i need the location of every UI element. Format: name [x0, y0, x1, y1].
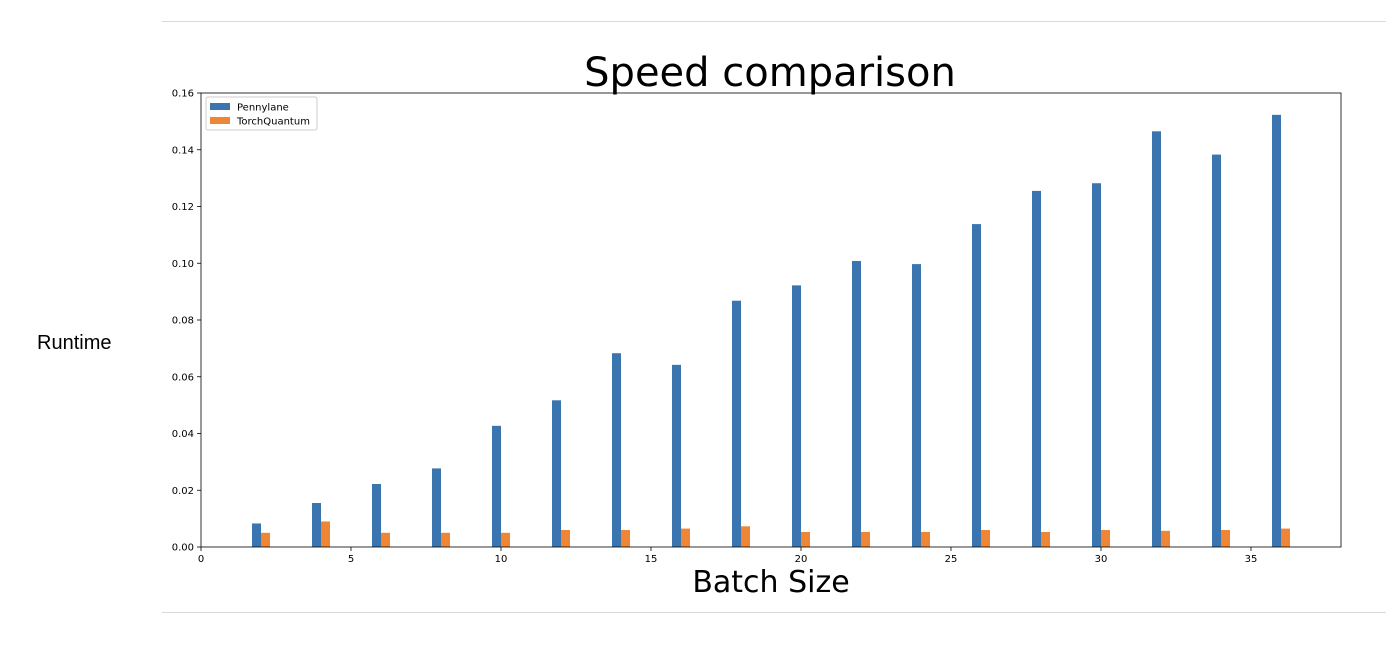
x-tick-label-5: 5 [348, 554, 354, 565]
torchquantum-bar-8 [441, 532, 450, 547]
pennylane-bar-24 [912, 264, 921, 547]
y-tick-label-4: 0.08 [172, 316, 194, 327]
pennylane-bar-32 [1152, 131, 1161, 547]
legend: Pennylane TorchQuantum [205, 96, 318, 131]
pennylane-bar-8 [432, 468, 441, 547]
x-axis-label: Batch Size [692, 565, 849, 600]
torchquantum-bar-32 [1161, 530, 1170, 547]
torchquantum-bar-14 [621, 529, 630, 547]
pennylane-bar-12 [552, 400, 561, 547]
pennylane-bar-4 [312, 503, 321, 547]
x-tick-label-25: 25 [945, 554, 958, 565]
torchquantum-bar-10 [501, 532, 510, 547]
pennylane-bar-22 [852, 260, 861, 547]
top-divider [162, 21, 1386, 22]
y-tick-label-2: 0.04 [172, 429, 194, 440]
y-axis-label: Runtime [37, 332, 112, 354]
pennylane-bar-20 [792, 285, 801, 547]
torchquantum-bar-20 [801, 531, 810, 547]
y-tick-label-3: 0.06 [172, 372, 194, 383]
torchquantum-bar-2 [261, 532, 270, 547]
x-tick-label-15: 15 [645, 554, 658, 565]
torchquantum-bar-18 [741, 526, 750, 547]
torchquantum-bar-4 [321, 521, 330, 547]
y-tick-label-7: 0.14 [172, 145, 194, 156]
torchquantum-bar-30 [1101, 529, 1110, 547]
torchquantum-bar-24 [921, 531, 930, 547]
pennylane-bar-6 [372, 484, 381, 547]
bottom-divider [162, 612, 1386, 613]
legend-box [205, 96, 318, 131]
torchquantum-bar-12 [561, 529, 570, 547]
torchquantum-bar-34 [1221, 529, 1230, 547]
y-tick-label-6: 0.12 [172, 202, 194, 213]
x-tick-label-10: 10 [495, 554, 508, 565]
legend-label-0: Pennylane [237, 103, 289, 114]
pennylane-bar-36 [1272, 114, 1281, 547]
pennylane-bar-34 [1212, 154, 1221, 547]
legend-swatch-1 [210, 117, 230, 124]
pennylane-bar-14 [612, 353, 621, 547]
legend-label-1: TorchQuantum [236, 117, 310, 128]
torchquantum-bar-36 [1281, 528, 1290, 547]
pennylane-bar-16 [672, 364, 681, 547]
x-tick-label-30: 30 [1095, 554, 1108, 565]
plot-frame [200, 92, 1342, 548]
torchquantum-bar-16 [681, 528, 690, 547]
axes-group: 0 5 10 15 20 25 30 35 0.00 0.02 0.04 0.06 0.08 0.10 0.… [172, 89, 1342, 565]
pennylane-bar-18 [732, 300, 741, 547]
pennylane-bar-30 [1092, 183, 1101, 548]
x-tick-label-0: 0 [198, 554, 204, 565]
y-tick-label-5: 0.10 [172, 259, 194, 270]
x-tick-label-20: 20 [795, 554, 808, 565]
torchquantum-bar-6 [381, 532, 390, 547]
torchquantum-bar-28 [1041, 531, 1050, 547]
y-tick-label-8: 0.16 [172, 89, 194, 100]
x-tick-label-35: 35 [1245, 554, 1258, 565]
y-tick-label-0: 0.00 [172, 543, 194, 554]
torchquantum-bar-22 [861, 531, 870, 547]
pennylane-bar-26 [972, 224, 981, 547]
chart-title: Speed comparison [584, 50, 956, 96]
pennylane-bar-10 [492, 425, 501, 547]
y-tick-label-1: 0.02 [172, 486, 194, 497]
bars-group [252, 114, 1290, 548]
torchquantum-bar-26 [981, 529, 990, 547]
legend-swatch-0 [210, 103, 230, 110]
pennylane-bar-2 [252, 523, 261, 547]
pennylane-bar-28 [1032, 190, 1041, 547]
